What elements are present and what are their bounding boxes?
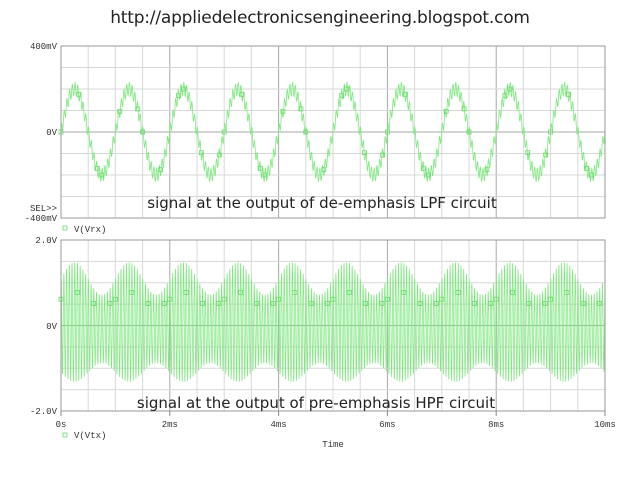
x-tick-label: 4ms — [270, 420, 286, 430]
vtx-markers — [58, 289, 602, 306]
x-axis-ticks: 0s 2ms 4ms 6ms 8ms 10ms — [56, 411, 616, 430]
top-ytick-min: -400mV — [25, 214, 58, 224]
vtx-legend[interactable]: V(Vtx) — [74, 431, 106, 441]
x-axis-label: Time — [322, 440, 344, 450]
x-tick-label: 6ms — [379, 420, 395, 430]
top-ytick-zero: 0V — [46, 128, 57, 138]
vrx-legend[interactable]: V(Vrx) — [74, 225, 106, 235]
vtx-legend-marker-icon — [62, 432, 68, 438]
top-ytick-max: 400mV — [30, 42, 58, 52]
bottom-annotation: signal at the output of pre-emphasis HPF… — [137, 394, 495, 412]
sel-marker: SEL>> — [30, 204, 57, 214]
top-annotation: signal at the output of de-emphasis LPF … — [147, 194, 497, 212]
vrx-markers — [58, 86, 594, 178]
bottom-ytick-min: -2.0V — [30, 407, 58, 417]
x-tick-label: 2ms — [162, 420, 178, 430]
x-tick-label: 8ms — [488, 420, 504, 430]
top-plot-frame — [60, 45, 606, 219]
bottom-ytick-max: 2.0V — [35, 236, 57, 246]
vrx-legend-marker-icon — [62, 225, 68, 231]
x-tick-label: 10ms — [594, 420, 616, 430]
bottom-plot-frame — [60, 239, 606, 412]
vtx-trace — [60, 262, 606, 382]
vrx-trace — [60, 81, 606, 183]
bottom-plot-grid — [61, 240, 605, 411]
blog-url-header: http://appliedelectronicsengineering.blo… — [110, 8, 530, 28]
bottom-ytick-zero: 0V — [46, 322, 57, 332]
x-tick-label: 0s — [56, 420, 67, 430]
